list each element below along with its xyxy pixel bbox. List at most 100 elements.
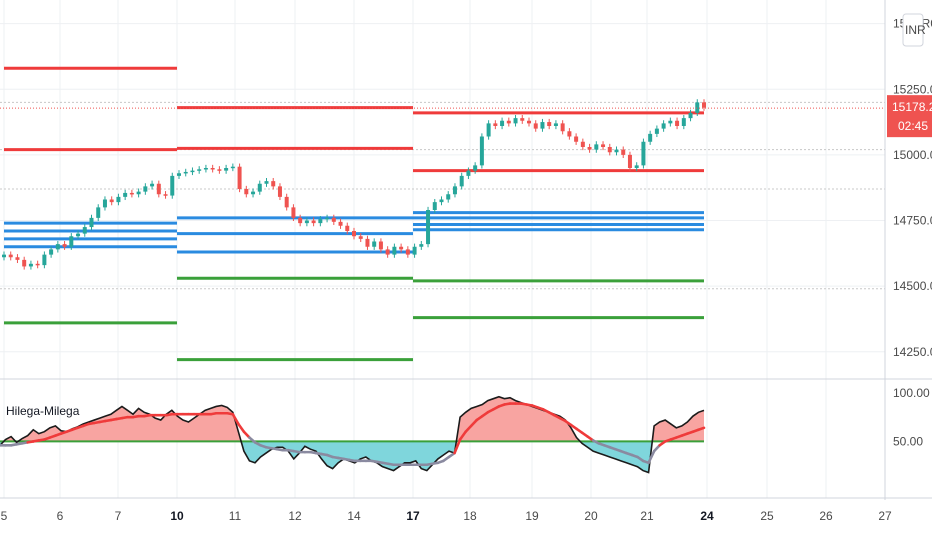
candle-body xyxy=(621,149,626,155)
candle-body xyxy=(69,236,74,247)
candle-body xyxy=(42,254,47,266)
candle-body xyxy=(614,149,619,153)
candle-body xyxy=(2,254,6,258)
time-tick-label: 26 xyxy=(819,509,833,523)
last-price-badge xyxy=(887,95,932,138)
candle-body xyxy=(257,183,262,192)
candle-body xyxy=(594,144,599,150)
price-tick-label: 14500.00 xyxy=(893,279,932,293)
signal-line-segment xyxy=(453,438,462,455)
candle-body xyxy=(446,194,451,200)
candle-body xyxy=(163,194,168,196)
candle-body xyxy=(197,169,202,171)
candle-body xyxy=(352,231,356,237)
time-tick-label: 19 xyxy=(525,509,539,523)
candle-body xyxy=(513,118,518,124)
candle-body xyxy=(298,217,303,224)
time-tick-label: 27 xyxy=(878,509,892,523)
candle-body xyxy=(325,217,330,220)
signal-line-segment xyxy=(647,449,656,465)
candle-body xyxy=(580,141,585,147)
candle-body xyxy=(331,217,336,222)
grid-layer xyxy=(0,0,932,500)
candle-body xyxy=(675,120,680,126)
candle-body xyxy=(399,246,404,250)
candle-body xyxy=(681,118,686,126)
candle-body xyxy=(89,217,94,228)
candle-body xyxy=(654,128,659,134)
candle-body xyxy=(55,244,60,250)
time-tick-label: 21 xyxy=(640,509,654,523)
candle-body xyxy=(405,249,410,255)
candle-body xyxy=(311,220,316,224)
candle-body xyxy=(372,241,377,247)
candle-body xyxy=(648,133,653,142)
signal-line-segment xyxy=(469,418,479,428)
candle-body xyxy=(695,102,700,113)
candle-body xyxy=(439,199,444,203)
candle-body xyxy=(486,123,491,137)
candle-body xyxy=(547,122,552,126)
oscillator-layer: Hilega-Milega xyxy=(0,395,706,474)
candle-body xyxy=(702,102,706,108)
signal-line-segment xyxy=(697,426,706,432)
candle-body xyxy=(392,246,397,255)
oscillator-fill-below xyxy=(0,441,704,473)
indicator-name: Hilega-Milega xyxy=(6,404,80,418)
candle-body xyxy=(688,112,693,119)
time-tick-label: 7 xyxy=(115,509,122,523)
time-tick-label: 20 xyxy=(584,509,598,523)
candle-body xyxy=(426,210,431,245)
candle-body xyxy=(82,227,87,234)
time-tick-label: 24 xyxy=(700,509,714,523)
oscillator-tick-label: 100.00 xyxy=(893,386,930,400)
candle-body xyxy=(533,123,538,129)
candle-body xyxy=(170,175,175,196)
signal-line-segment xyxy=(237,422,246,434)
candle-body xyxy=(358,236,363,239)
candle-body xyxy=(28,263,33,267)
candle-body xyxy=(62,244,67,247)
candle-body xyxy=(345,225,350,231)
candle-body xyxy=(607,147,612,153)
signal-line-segment xyxy=(242,430,251,439)
candle-body xyxy=(668,120,673,124)
candle-body xyxy=(35,263,40,266)
candle-body xyxy=(230,166,235,169)
candle-body xyxy=(641,141,646,166)
candle-body xyxy=(102,199,107,208)
candle-body xyxy=(318,219,323,224)
candle-body xyxy=(8,254,13,258)
price-tick-label: 15000.00 xyxy=(893,148,932,162)
candle-body xyxy=(109,199,114,203)
candle-body xyxy=(264,181,269,184)
candle-body xyxy=(15,257,20,260)
candle-body xyxy=(574,136,579,142)
time-tick-label: 17 xyxy=(406,509,420,523)
candle-body xyxy=(459,175,464,187)
candle-body xyxy=(224,168,229,171)
oscillator-line xyxy=(0,395,705,474)
candle-body xyxy=(217,169,222,171)
candle-body xyxy=(123,192,128,197)
time-tick-label: 18 xyxy=(463,509,477,523)
candle-body xyxy=(560,123,565,132)
candle-body xyxy=(76,233,81,237)
candle-body xyxy=(500,120,505,126)
candle-body xyxy=(479,136,484,166)
time-tick-label: 12 xyxy=(288,509,302,523)
candle-body xyxy=(634,165,639,168)
oscillator-tick-label: 50.00 xyxy=(893,434,923,448)
candle-body xyxy=(452,186,457,195)
candle-body xyxy=(251,191,256,195)
last-price-value: 15178.25 xyxy=(892,100,932,114)
candle-body xyxy=(22,259,27,267)
candle-body xyxy=(203,168,208,170)
candle-body xyxy=(190,170,195,173)
price-tick-label: 15250.00 xyxy=(893,82,932,96)
candle-body xyxy=(567,131,572,137)
candle-body xyxy=(627,154,632,168)
price-tick-label: 14750.00 xyxy=(893,214,932,228)
candle-body xyxy=(156,183,161,195)
